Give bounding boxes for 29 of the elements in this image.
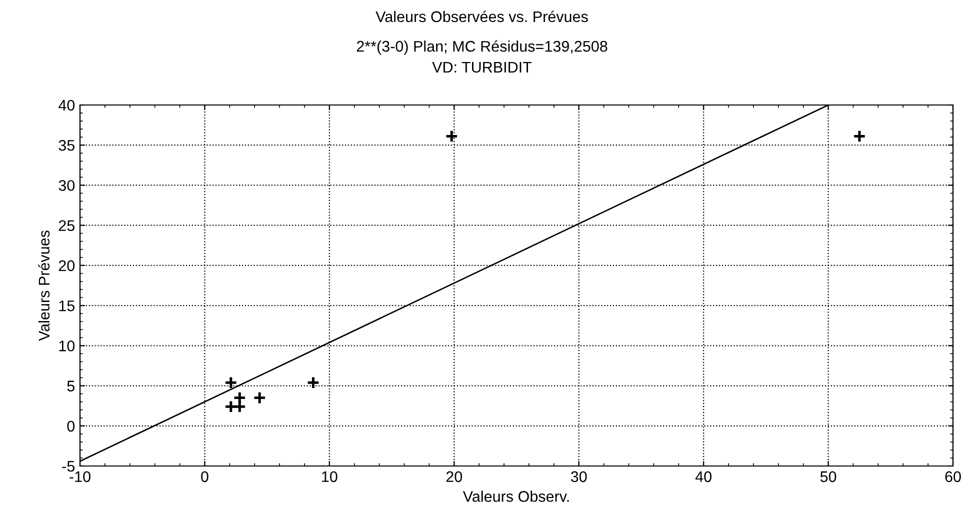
x-axis-title: Valeurs Observ. <box>462 490 569 502</box>
point <box>224 376 238 390</box>
x-tick-label: 40 <box>695 471 712 482</box>
y-tick-label: 20 <box>58 260 75 272</box>
x-tick-label: 20 <box>446 471 462 482</box>
chart-title: Valeurs Observées vs. Prévues <box>376 10 588 22</box>
y-tick-label: 30 <box>58 180 75 191</box>
y-tick-label: -5 <box>62 461 74 472</box>
point <box>233 400 246 414</box>
y-tick-label: 15 <box>59 300 74 312</box>
x-tick-label: 0 <box>201 471 208 482</box>
point <box>252 391 266 404</box>
y-tick-label: 40 <box>58 100 75 111</box>
point <box>306 376 320 390</box>
point <box>445 130 458 143</box>
y-tick-label: 5 <box>67 380 74 392</box>
x-tick-label: 60 <box>945 471 961 482</box>
y-tick-label: 0 <box>67 420 75 432</box>
x-tick-label: 50 <box>820 471 836 482</box>
y-axis-title: Valeurs Prévues <box>38 230 50 341</box>
x-tick-label: 10 <box>322 471 338 482</box>
point <box>852 130 866 143</box>
y-tick-label: 25 <box>58 220 74 232</box>
x-tick-label: 30 <box>570 471 587 482</box>
y-tick-label: 10 <box>59 340 75 352</box>
chart-subtitle: 2**(3-0) Plan; MC Résidus=139,2508 VD: TURBIDIT <box>356 40 608 73</box>
x-tick-label: -10 <box>70 471 90 482</box>
y-tick-label: 35 <box>58 140 74 151</box>
point <box>233 391 246 404</box>
